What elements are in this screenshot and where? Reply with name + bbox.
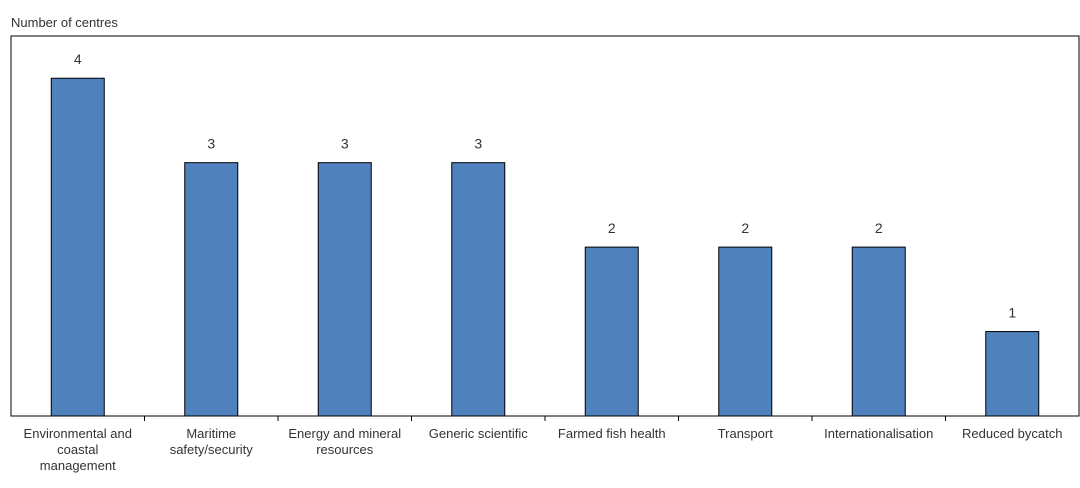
x-axis-tick-label: Generic scientific [429,426,528,441]
y-axis-label: Number of centres [11,15,118,30]
x-axis-tick-label-line: safety/security [170,442,254,457]
x-axis-tick-labels: Environmental and coastal management Mariti… [24,426,1063,473]
bar [451,162,506,417]
plot-frame [10,35,1080,417]
x-axis-tick-label-line: Maritime [186,426,236,441]
x-axis-tick-label-line: Reduced bycatch [962,426,1062,441]
x-axis-tick-label-line: Environmental and [24,426,132,441]
x-axis-tick-label-line: management [40,458,116,473]
bars [50,77,1040,417]
x-axis-ticks [144,416,946,421]
data-label: 3 [207,136,215,152]
data-labels: 4 3 3 3 2 2 2 1 [74,51,1017,320]
data-label: 2 [741,220,749,236]
x-axis-tick-label-line: Farmed fish health [558,426,666,441]
x-axis-tick-label: Reduced bycatch [962,426,1062,441]
x-axis-tick-label: Maritime safety/security [170,426,254,457]
x-axis-tick-label-line: Generic scientific [429,426,528,441]
x-axis-tick-label-line: coastal [57,442,98,457]
x-axis-tick-label-line: resources [316,442,374,457]
x-axis-tick-label: Environmental and coastal management [24,426,132,473]
bar [985,331,1040,417]
bar [584,246,639,417]
data-label: 2 [608,220,616,236]
x-axis-tick-label-line: Internationalisation [824,426,933,441]
data-label: 4 [74,51,82,67]
x-axis-tick-label: Internationalisation [824,426,933,441]
data-label: 1 [1008,305,1016,321]
bar [50,77,105,417]
data-label: 2 [875,220,883,236]
x-axis-tick-label: Farmed fish health [558,426,666,441]
x-axis-tick-label-line: Energy and mineral [288,426,401,441]
bar [851,246,906,417]
bar [317,162,372,417]
bar [718,246,773,417]
x-axis-tick-label-line: Transport [718,426,774,441]
data-label: 3 [474,136,482,152]
data-label: 3 [341,136,349,152]
x-axis-tick-label: Transport [718,426,774,441]
bar [184,162,239,417]
x-axis-tick-label: Energy and mineral resources [288,426,401,457]
